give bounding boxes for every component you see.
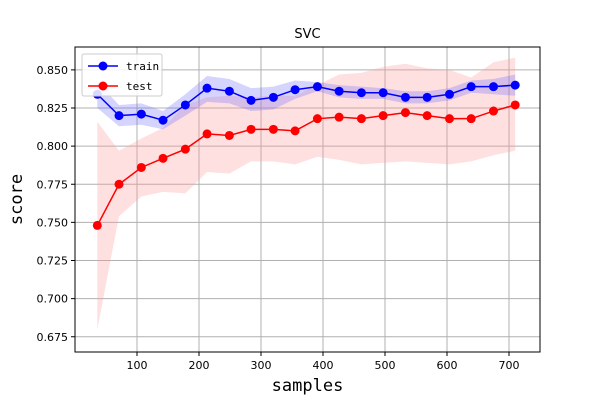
point-test	[290, 126, 300, 136]
point-train	[246, 95, 256, 105]
point-test	[312, 114, 322, 124]
y-tick-label: 0.675	[37, 331, 69, 344]
point-train	[312, 82, 322, 92]
y-tick-label: 0.825	[37, 102, 69, 115]
plot-frame	[74, 46, 541, 353]
point-test	[180, 144, 190, 154]
band-test	[97, 57, 516, 330]
point-test	[334, 112, 344, 122]
point-test	[246, 124, 256, 134]
point-train	[356, 88, 366, 98]
y-tick-label: 0.725	[37, 255, 69, 268]
legend-marker-test-dot	[98, 81, 108, 91]
point-train	[224, 86, 234, 96]
point-test	[136, 162, 146, 172]
point-test	[268, 124, 278, 134]
point-train	[114, 111, 124, 121]
point-train	[202, 83, 212, 93]
point-test	[422, 111, 432, 121]
legend: train test	[81, 53, 163, 97]
x-tick-label: 400	[313, 359, 334, 372]
y-axis-label: score	[7, 174, 27, 225]
y-tick-label: 0.850	[37, 64, 69, 77]
point-test	[92, 220, 102, 230]
point-test	[466, 114, 476, 124]
point-test	[224, 130, 234, 140]
point-train	[510, 80, 520, 90]
confidence-bands	[97, 57, 516, 330]
axis-ticks: 100 200 300 400 500 600 700 0.675 0.700 0.725 0.75…	[37, 64, 520, 372]
x-tick-label: 100	[127, 359, 148, 372]
point-test	[202, 129, 212, 139]
series-points	[92, 80, 520, 230]
point-train	[489, 82, 498, 92]
x-tick-label: 300	[251, 359, 272, 372]
point-train	[136, 109, 146, 119]
band-train	[97, 74, 516, 130]
point-train	[444, 89, 454, 99]
legend-label-test: test	[126, 80, 153, 93]
y-tick-label: 0.700	[37, 293, 69, 306]
point-test	[158, 153, 168, 163]
point-train	[268, 92, 278, 102]
legend-marker-train-dot	[98, 61, 108, 71]
point-test	[400, 108, 410, 118]
x-tick-label: 700	[499, 359, 520, 372]
point-train	[334, 86, 344, 96]
point-test	[444, 114, 454, 124]
y-tick-label: 0.775	[37, 178, 69, 191]
point-train	[158, 115, 168, 125]
point-train	[378, 88, 388, 98]
point-test	[510, 100, 520, 110]
point-test	[114, 179, 124, 189]
chart-title: SVC	[294, 27, 320, 42]
y-tick-label: 0.800	[37, 140, 69, 153]
x-tick-label: 500	[375, 359, 396, 372]
point-train	[400, 92, 410, 102]
point-train	[290, 85, 300, 95]
x-tick-label: 200	[189, 359, 210, 372]
point-train	[180, 100, 190, 110]
x-axis-label: samples	[272, 376, 344, 396]
point-test	[356, 114, 366, 124]
legend-label-train: train	[126, 60, 159, 73]
point-train	[422, 92, 432, 102]
point-train	[466, 82, 476, 92]
point-test	[378, 111, 388, 121]
x-tick-label: 600	[437, 359, 458, 372]
point-test	[489, 106, 498, 116]
y-tick-label: 0.750	[37, 216, 69, 229]
